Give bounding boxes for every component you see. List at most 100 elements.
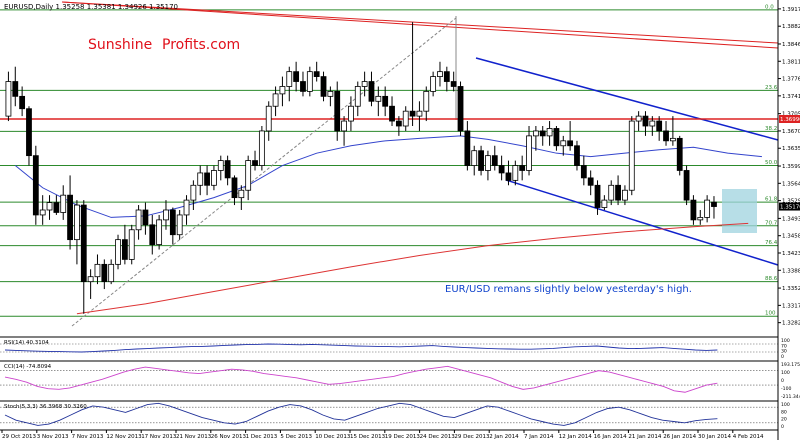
blue-channel-lower bbox=[505, 179, 779, 266]
time-tick-label: 10 Dec 2013 bbox=[315, 434, 351, 440]
candle-bullish bbox=[361, 81, 368, 87]
candle-bearish bbox=[478, 150, 484, 171]
indicator-tick-label: 80 bbox=[781, 409, 787, 415]
candle-bullish bbox=[74, 204, 80, 241]
candle-bullish bbox=[635, 115, 642, 122]
moving-averages bbox=[14, 135, 762, 315]
indicator-tick-label: 70 bbox=[781, 343, 787, 349]
time-tick-label: 1 Dec 2013 bbox=[246, 434, 278, 440]
candle-bullish bbox=[704, 199, 711, 218]
candle-bullish bbox=[265, 105, 272, 132]
candle-bullish bbox=[697, 217, 704, 221]
candlesticks bbox=[5, 22, 717, 314]
price-tick-label: 1.35990 bbox=[782, 164, 800, 170]
candle-bullish bbox=[375, 95, 382, 102]
candle-bearish bbox=[142, 209, 149, 226]
candle-bullish bbox=[416, 110, 423, 117]
time-tick-label: 17 Nov 2013 bbox=[141, 434, 177, 440]
time-tick-label: 15 Dec 2013 bbox=[350, 434, 386, 440]
fibonacci-layer: 0.0 23.6 38.2 50.0 61.8 70.7 76.4 88.6 100 bbox=[0, 4, 778, 317]
time-tick-label: 21 Jan 2014 bbox=[628, 434, 661, 440]
candle-bullish bbox=[94, 263, 101, 278]
candle-bearish bbox=[313, 71, 320, 77]
candle-bearish bbox=[26, 108, 32, 157]
fib-level-label: 38.2 bbox=[765, 126, 777, 132]
candle-bearish bbox=[450, 81, 457, 87]
candle-bullish bbox=[485, 155, 491, 171]
price-tick-label: 1.32820 bbox=[782, 321, 800, 327]
candle-bullish bbox=[217, 160, 224, 171]
candle-bullish bbox=[5, 81, 12, 117]
candle-bearish bbox=[663, 130, 669, 142]
fib-level-label: 50.0 bbox=[765, 160, 778, 166]
candle-bullish bbox=[512, 165, 519, 181]
time-tick-label: 16 Jan 2014 bbox=[594, 434, 627, 440]
candle-bearish bbox=[32, 155, 39, 216]
indicator-tick-label: 100 bbox=[781, 338, 790, 344]
candle-bearish bbox=[594, 184, 601, 208]
time-tick-label: 29 Dec 2013 bbox=[454, 434, 490, 440]
candle-bullish bbox=[532, 130, 539, 137]
candle-bullish bbox=[211, 170, 217, 186]
candle-bearish bbox=[231, 177, 238, 199]
candle-bullish bbox=[60, 194, 67, 213]
price-tick-label: 1.36350 bbox=[782, 146, 800, 152]
highlight-zone bbox=[722, 189, 757, 233]
candle-bullish bbox=[190, 184, 197, 201]
candle-bearish bbox=[683, 170, 690, 201]
candle-bearish bbox=[539, 130, 546, 137]
candle-bearish bbox=[498, 165, 505, 174]
candle-bullish bbox=[272, 93, 279, 107]
candle-bullish bbox=[39, 209, 46, 216]
candle-bearish bbox=[615, 184, 621, 201]
brand-name-red: Sunshine bbox=[88, 37, 152, 53]
price-axis: 1.39170 1.38820 1.38460 1.38110 1.37760 1.374… bbox=[777, 0, 800, 440]
red-trendline-upper bbox=[61, 1, 779, 49]
time-tick-label: 7 Jan 2014 bbox=[524, 434, 554, 440]
candle-bullish bbox=[437, 71, 443, 77]
candle-bearish bbox=[574, 145, 580, 166]
candle-bearish bbox=[121, 239, 128, 260]
time-axis: 29 Oct 2013 3 Nov 2013 7 Nov 2013 12 Nov 20… bbox=[0, 429, 778, 440]
candle-bearish bbox=[690, 199, 697, 221]
candle-bearish bbox=[642, 115, 649, 127]
candle-bullish bbox=[258, 130, 265, 166]
candle-bullish bbox=[560, 140, 567, 147]
candle-bearish bbox=[409, 110, 416, 117]
candle-bearish bbox=[567, 140, 574, 147]
time-tick-label: 7 Nov 2013 bbox=[72, 434, 104, 440]
price-tick-label: 1.33880 bbox=[782, 268, 800, 274]
chart-annotation: EUR/USD remans slightly below yesterday'… bbox=[445, 284, 692, 295]
candle-bullish bbox=[46, 202, 53, 211]
candle-bearish bbox=[464, 130, 471, 166]
fib-level-label: 61.8 bbox=[765, 197, 778, 203]
indicator-label: Stoch(5,3,3) 36.3968 30.3260 bbox=[4, 404, 87, 410]
candle-bullish bbox=[306, 71, 313, 92]
price-tick-label: 1.37050 bbox=[782, 112, 800, 118]
candle-bearish bbox=[224, 160, 231, 179]
indicator-line bbox=[4, 343, 718, 353]
candle-bullish bbox=[423, 91, 430, 112]
indicator-tick-label: -211.3448 bbox=[781, 394, 800, 400]
blue-channel-upper bbox=[475, 57, 779, 141]
candle-bullish bbox=[128, 229, 135, 260]
indicator-tick-label: -100 bbox=[781, 386, 792, 392]
time-tick-label: 29 Oct 2013 bbox=[2, 434, 37, 440]
candle-bullish bbox=[115, 239, 121, 265]
price-tick-label: 1.34930 bbox=[782, 216, 800, 222]
candle-bearish bbox=[80, 204, 87, 283]
indicator-tick-label: 0 bbox=[781, 354, 784, 360]
price-tick-label: 1.38460 bbox=[782, 42, 800, 48]
candle-bearish bbox=[587, 177, 594, 186]
time-tick-label: 24 Dec 2013 bbox=[420, 434, 456, 440]
resistance-label: 1.36990 bbox=[780, 117, 800, 123]
resistance-label-bg bbox=[779, 115, 800, 123]
candle-bearish bbox=[389, 105, 395, 122]
fib-level-label: 23.6 bbox=[765, 85, 778, 91]
price-tick-label: 1.34230 bbox=[782, 251, 800, 257]
candle-bullish bbox=[197, 172, 204, 186]
candle-bearish bbox=[395, 120, 402, 127]
candle-bearish bbox=[457, 86, 464, 132]
candle-bullish bbox=[622, 189, 628, 201]
